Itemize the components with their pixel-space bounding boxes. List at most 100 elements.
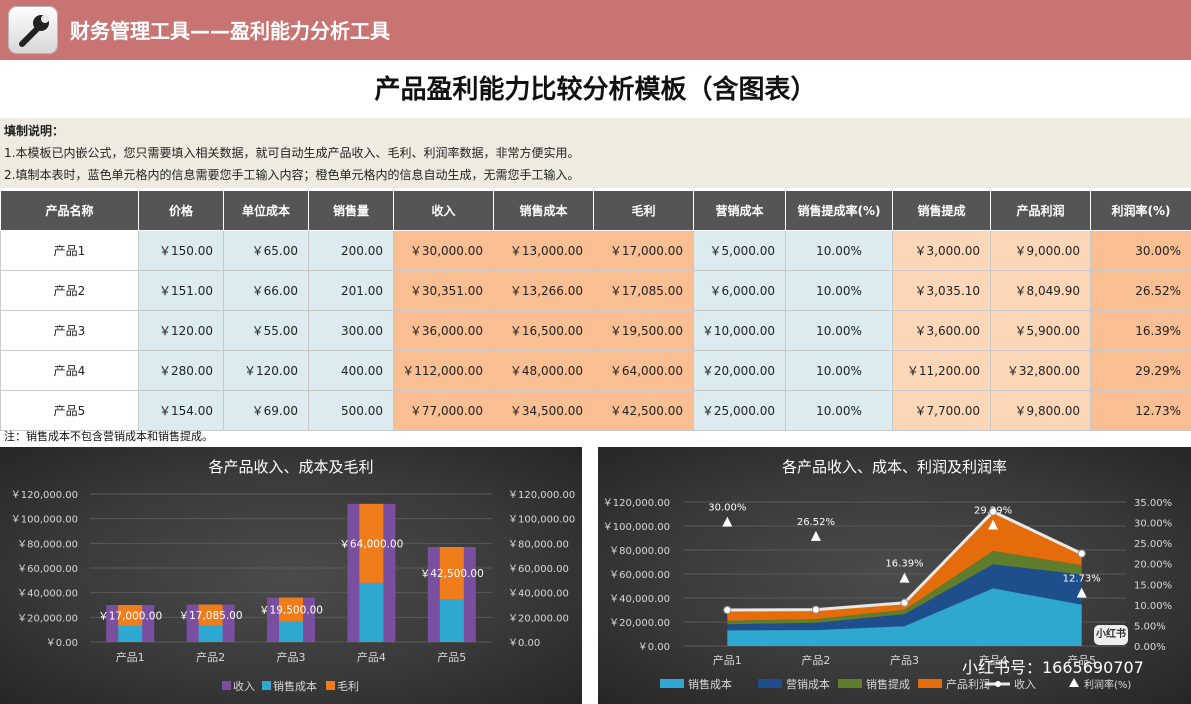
legend-swatch: [222, 681, 231, 690]
profit-rate-cell[interactable]: 30.00%: [1090, 230, 1191, 271]
profit-rate-marker: [722, 516, 733, 527]
sales-cost-cell[interactable]: ￥48,000.00: [493, 350, 594, 391]
unit-cost-cell[interactable]: ￥65.00: [223, 230, 309, 271]
column-header[interactable]: 销售成本: [493, 190, 594, 231]
x-tick-label: 产品2: [801, 653, 830, 667]
marketing-cost-cell[interactable]: ￥25,000.00: [693, 390, 786, 431]
wrench-icon[interactable]: [8, 6, 58, 54]
column-header[interactable]: 收入: [393, 190, 494, 231]
gross-profit-cell[interactable]: ￥19,500.00: [593, 310, 694, 351]
column-header[interactable]: 销售提成率(%): [785, 190, 893, 231]
product-name-cell[interactable]: 产品4: [0, 350, 139, 391]
column-header[interactable]: 毛利: [593, 190, 694, 231]
marketing-cost-cell[interactable]: ￥6,000.00: [693, 270, 786, 311]
commission-cell[interactable]: ￥7,700.00: [892, 390, 991, 431]
gross-profit-cell[interactable]: ￥17,085.00: [593, 270, 694, 311]
gross-profit-cell[interactable]: ￥64,000.00: [593, 350, 694, 391]
revenue-cell[interactable]: ￥36,000.00: [393, 310, 494, 351]
sales-cost-cell[interactable]: ￥34,500.00: [493, 390, 594, 431]
legend-swatch: [262, 681, 271, 690]
marketing-cost-cell[interactable]: ￥5,000.00: [693, 230, 786, 271]
column-header[interactable]: 销售量: [308, 190, 394, 231]
y-tick-label: ￥20,000.00: [17, 613, 78, 624]
column-header[interactable]: 营销成本: [693, 190, 786, 231]
column-header[interactable]: 利润率(%): [1090, 190, 1191, 231]
commission-rate-cell[interactable]: 10.00%: [785, 310, 893, 351]
sales-cost-cell[interactable]: ￥16,500.00: [493, 310, 594, 351]
watermark-text: 小红书号：1665690707: [962, 658, 1144, 677]
sales-volume-cell[interactable]: 400.00: [308, 350, 394, 391]
profit-rate-cell[interactable]: 29.29%: [1090, 350, 1191, 391]
sales-volume-cell[interactable]: 200.00: [308, 230, 394, 271]
gross-profit-cell[interactable]: ￥42,500.00: [593, 390, 694, 431]
sales-cost-bar: [198, 625, 223, 642]
product-name-cell[interactable]: 产品2: [0, 270, 139, 311]
product-profit-cell[interactable]: ￥9,800.00: [990, 390, 1091, 431]
legend-marker: [1069, 678, 1079, 687]
area-产品利润: [727, 511, 1082, 621]
gross-profit-cell[interactable]: ￥17,000.00: [593, 230, 694, 271]
unit-cost-cell[interactable]: ￥120.00: [223, 350, 309, 391]
data-label: ￥17,085.00: [179, 610, 243, 622]
rate-label: 30.00%: [708, 503, 746, 514]
commission-cell[interactable]: ￥11,200.00: [892, 350, 991, 391]
product-name-cell[interactable]: 产品1: [0, 230, 139, 271]
price-cell[interactable]: ￥151.00: [138, 270, 224, 311]
column-header[interactable]: 产品利润: [990, 190, 1091, 231]
sales-volume-cell[interactable]: 300.00: [308, 310, 394, 351]
unit-cost-cell[interactable]: ￥66.00: [223, 270, 309, 311]
product-name-cell[interactable]: 产品5: [0, 390, 139, 431]
revenue-cost-profit-rate-chart[interactable]: 各产品收入、成本、利润及利润率 ￥0.00 ￥20,000.00 ￥40,000.0…: [598, 447, 1191, 704]
area-销售成本: [727, 588, 1082, 646]
profit-rate-marker: [988, 519, 999, 530]
column-header[interactable]: 产品名称: [0, 190, 139, 231]
column-header[interactable]: 价格: [138, 190, 224, 231]
price-cell[interactable]: ￥280.00: [138, 350, 224, 391]
price-cell[interactable]: ￥150.00: [138, 230, 224, 271]
commission-cell[interactable]: ￥3,600.00: [892, 310, 991, 351]
product-profit-cell[interactable]: ￥9,000.00: [990, 230, 1091, 271]
sales-volume-cell[interactable]: 201.00: [308, 270, 394, 311]
sales-cost-cell[interactable]: ￥13,000.00: [493, 230, 594, 271]
revenue-cell[interactable]: ￥30,351.00: [393, 270, 494, 311]
sales-cost-bar: [359, 582, 384, 642]
column-header[interactable]: 销售提成: [892, 190, 991, 231]
column-header[interactable]: 单位成本: [223, 190, 309, 231]
commission-rate-cell[interactable]: 10.00%: [785, 350, 893, 391]
y-tick-label: ￥60,000.00: [609, 570, 670, 581]
table-header-row: 产品名称 价格 单位成本 销售量 收入 销售成本 毛利 营销成本 销售提成率(%…: [0, 190, 1191, 231]
chart-title: 各产品收入、成本、利润及利润率: [781, 458, 1007, 476]
unit-cost-cell[interactable]: ￥55.00: [223, 310, 309, 351]
commission-cell[interactable]: ￥3,035.10: [892, 270, 991, 311]
sales-cost-bar: [118, 625, 143, 642]
page-title: 产品盈利能力比较分析模板（含图表）: [0, 62, 1191, 120]
profit-rate-cell[interactable]: 16.39%: [1090, 310, 1191, 351]
profit-rate-cell[interactable]: 12.73%: [1090, 390, 1191, 431]
product-profit-cell[interactable]: ￥32,800.00: [990, 350, 1091, 391]
revenue-cell[interactable]: ￥112,000.00: [393, 350, 494, 391]
commission-rate-cell[interactable]: 10.00%: [785, 230, 893, 271]
unit-cost-cell[interactable]: ￥69.00: [223, 390, 309, 431]
revenue-cell[interactable]: ￥30,000.00: [393, 230, 494, 271]
price-cell[interactable]: ￥120.00: [138, 310, 224, 351]
footnote: 注：销售成本不包含营销成本和销售提成。: [4, 430, 213, 443]
legend-label: 收入: [1014, 677, 1036, 691]
y-tick-label: ￥0.00: [638, 642, 670, 653]
commission-rate-cell[interactable]: 10.00%: [785, 390, 893, 431]
product-profit-cell[interactable]: ￥8,049.90: [990, 270, 1091, 311]
price-cell[interactable]: ￥154.00: [138, 390, 224, 431]
product-name-cell[interactable]: 产品3: [0, 310, 139, 351]
profit-rate-cell[interactable]: 26.52%: [1090, 270, 1191, 311]
revenue-cost-gross-chart[interactable]: 各产品收入、成本及毛利 ￥0.00 ￥0.00 ￥20,000.00 ￥20,000.…: [0, 447, 582, 704]
commission-rate-cell[interactable]: 10.00%: [785, 270, 893, 311]
marketing-cost-cell[interactable]: ￥20,000.00: [693, 350, 786, 391]
profit-rate-marker: [810, 530, 821, 541]
product-profit-cell[interactable]: ￥5,900.00: [990, 310, 1091, 351]
commission-cell[interactable]: ￥3,000.00: [892, 230, 991, 271]
sales-cost-cell[interactable]: ￥13,266.00: [493, 270, 594, 311]
marketing-cost-cell[interactable]: ￥10,000.00: [693, 310, 786, 351]
app-header: 财务管理工具——盈利能力分析工具: [0, 0, 1191, 60]
revenue-cell[interactable]: ￥77,000.00: [393, 390, 494, 431]
sales-volume-cell[interactable]: 500.00: [308, 390, 394, 431]
revenue-point: [723, 606, 732, 614]
